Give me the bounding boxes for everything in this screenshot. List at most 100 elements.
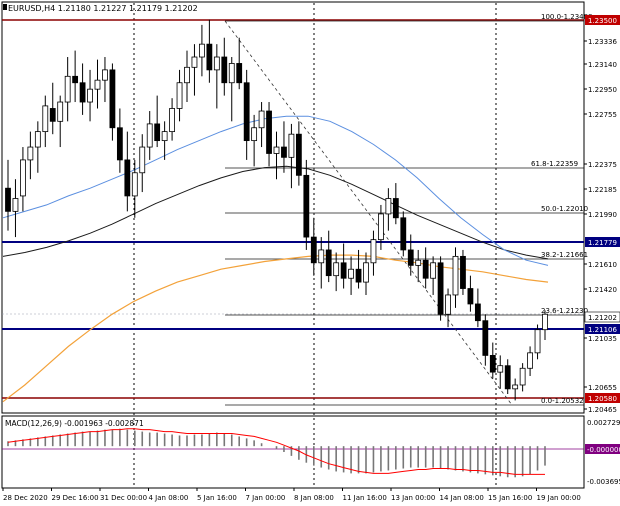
candle-body — [169, 108, 175, 133]
candle-body — [236, 63, 243, 84]
candle-body — [303, 174, 310, 238]
candle-body — [452, 255, 459, 296]
candle-body — [221, 56, 228, 84]
macd-signal-line — [7, 428, 545, 475]
candle-body — [12, 198, 19, 212]
price-axis-label: 1.22375 — [588, 161, 617, 169]
macd-axis: 0.002729 -0.000000 -0.003695 — [585, 419, 620, 486]
time-axis-label: 13 Jan 00:00 — [391, 494, 435, 502]
fib-label-50: 50.0-1.22010 — [541, 205, 588, 213]
price-tag-bg — [584, 311, 620, 323]
candle-body — [407, 249, 414, 266]
time-axis-label: 28 Dec 2020 — [3, 494, 48, 502]
price-axis-label: 1.20655 — [588, 384, 617, 392]
candle-body — [534, 329, 541, 354]
candle-body — [258, 110, 265, 129]
candle-body — [191, 56, 198, 68]
candle-body — [512, 384, 519, 390]
fib-label-38-2: 38.2-1.21661 — [541, 251, 588, 259]
candle-body — [34, 131, 41, 148]
price-tag-label: 1.21106 — [588, 326, 617, 334]
time-axis-label: 8 Jan 08:00 — [294, 494, 334, 502]
price-axis-label: 1.20465 — [588, 406, 617, 414]
candle-body — [295, 133, 302, 176]
candle-body — [318, 249, 325, 264]
candle-body — [370, 239, 377, 264]
candle-body — [474, 303, 481, 322]
candle-body — [385, 198, 392, 215]
candle-body — [288, 133, 295, 158]
macd-axis-label: -0.000000 — [587, 446, 620, 454]
price-tag-label: 1.23500 — [588, 17, 617, 25]
candle-body — [109, 69, 116, 129]
candle-body — [5, 187, 11, 212]
candle-body — [325, 249, 332, 277]
price-tag-bg — [585, 324, 620, 334]
candle-body — [206, 43, 213, 71]
candle-body — [176, 82, 183, 109]
candle-body — [363, 262, 369, 283]
symbol-header: EURUSD,H4 1.21180 1.21227 1.21179 1.2120… — [8, 4, 198, 13]
candle-body — [72, 75, 79, 84]
price-tags: 1.23500 1.21779 1.21202 1.21106 1.20580 — [584, 15, 620, 403]
time-axis[interactable]: 28 Dec 2020 29 Dec 16:00 31 Dec 00:00 4 Jan… — [2, 488, 581, 502]
time-axis-label: 7 Jan 00:00 — [246, 494, 286, 502]
macd-axis-label: 0.002729 — [587, 419, 620, 427]
candles — [5, 19, 548, 401]
candle-body — [460, 255, 466, 289]
macd-chart-frame — [1, 415, 585, 489]
candle-body — [527, 352, 533, 369]
candle-body — [131, 172, 138, 197]
candle-body — [154, 123, 161, 142]
candle-body — [467, 288, 474, 305]
time-axis-label: 19 Jan 00:00 — [537, 494, 581, 502]
price-tag-bg — [585, 237, 620, 247]
candle-body — [42, 105, 49, 133]
candle-body — [281, 146, 287, 158]
candle-body — [64, 75, 71, 103]
main-chart-frame — [1, 1, 585, 414]
candle-body — [124, 159, 131, 197]
candle-body — [49, 108, 56, 122]
candle-body — [273, 146, 280, 154]
candle-body — [340, 262, 347, 279]
ma-blue-line — [2, 115, 549, 266]
candle-body — [392, 198, 399, 219]
fib-label-100: 100.0-1.23488 — [541, 13, 593, 21]
time-axis-label: 5 Jan 16:00 — [197, 494, 237, 502]
candle-body — [497, 365, 504, 373]
candle-body — [415, 259, 422, 266]
candle-body — [348, 268, 354, 279]
candle-body — [146, 123, 153, 148]
candle-body — [228, 63, 235, 84]
day-separators — [133, 3, 497, 487]
macd-histogram — [7, 428, 546, 478]
time-axis-label: 29 Dec 16:00 — [52, 494, 99, 502]
chart-menu-icon[interactable] — [3, 4, 7, 10]
candle-body — [87, 88, 93, 103]
time-axis-label: 14 Jan 08:00 — [440, 494, 484, 502]
price-axis-label: 1.22950 — [588, 86, 617, 94]
candle-body — [542, 313, 548, 331]
macd-zero-tag-bg — [585, 444, 620, 454]
price-axis-label: 1.22185 — [588, 186, 617, 194]
candle-body — [430, 262, 437, 279]
candle-body — [482, 320, 489, 356]
candle-body — [310, 236, 317, 264]
fib-label-0: 0.0-1.20532 — [541, 397, 584, 405]
price-axis-label: 1.21610 — [588, 261, 617, 269]
candle-body — [251, 127, 258, 142]
price-axis[interactable]: 1.23336 1.23140 1.22950 1.22755 1.22375 1.221… — [584, 38, 617, 414]
time-axis-label: 11 Jan 16:00 — [343, 494, 387, 502]
candle-body — [422, 259, 429, 279]
candle-body — [378, 213, 384, 241]
macd-axis-label: -0.003695 — [587, 478, 620, 486]
candle-body — [161, 131, 168, 142]
price-tag-bg — [585, 15, 620, 25]
candle-body — [243, 82, 250, 142]
candle-body — [504, 365, 511, 390]
fib-label-61-8: 61.8-1.22359 — [531, 160, 578, 168]
candle-body — [333, 262, 340, 277]
price-tag-label: 1.21779 — [588, 239, 617, 247]
